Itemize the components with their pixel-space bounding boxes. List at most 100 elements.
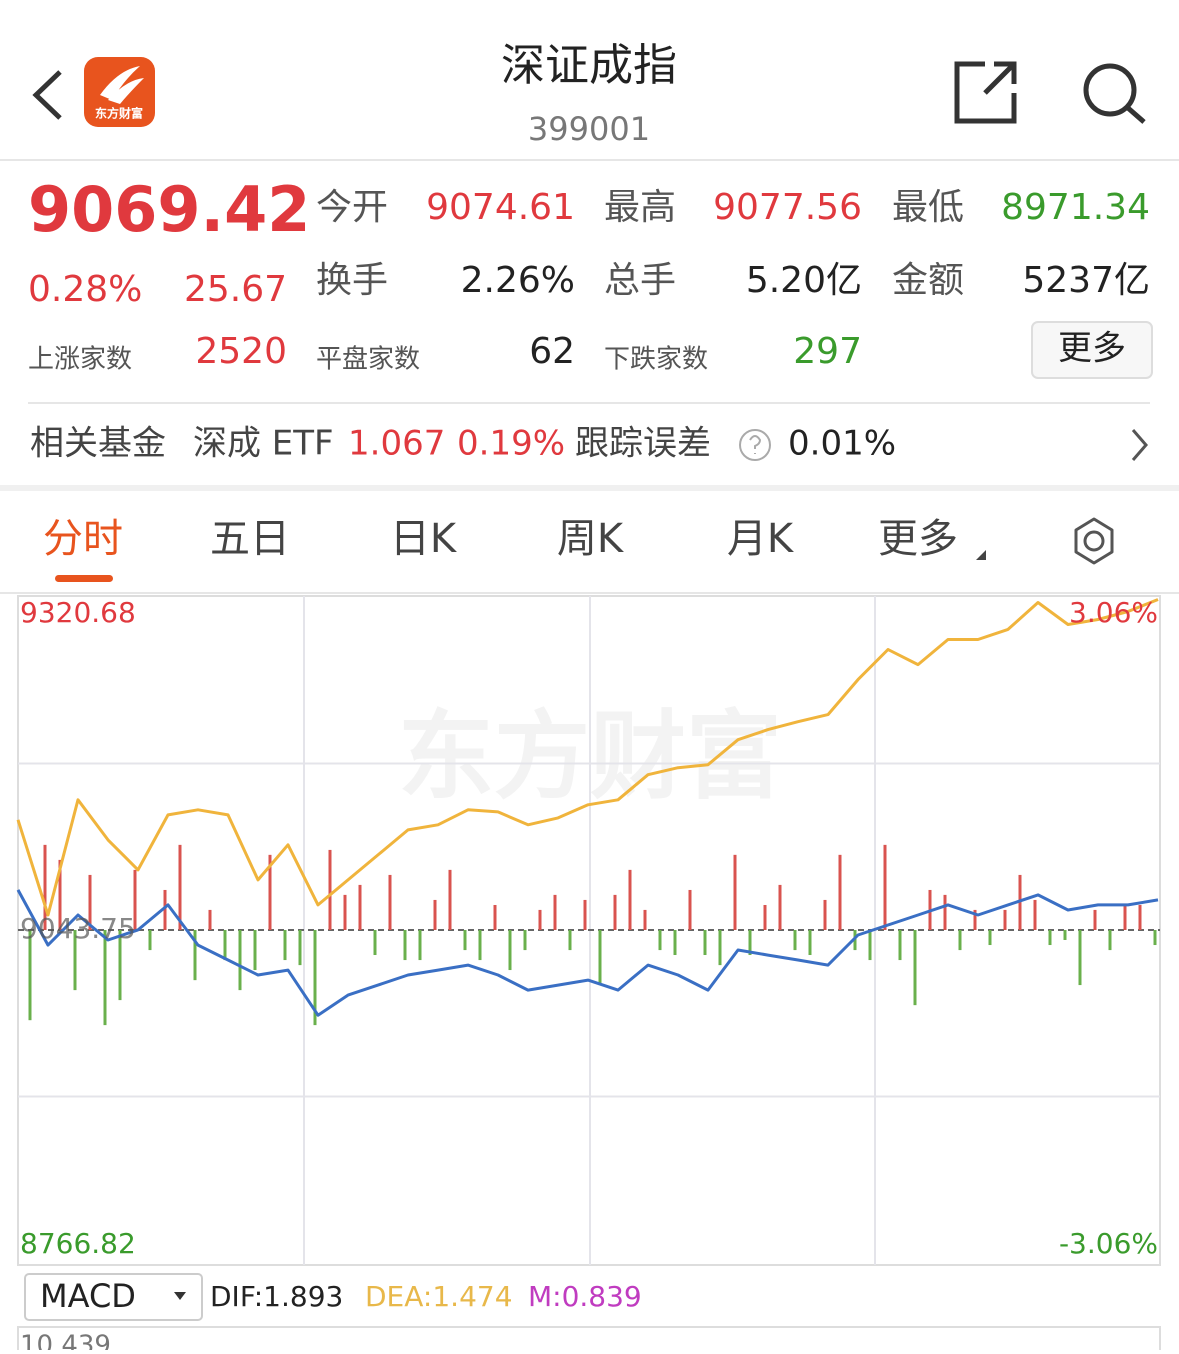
volume-bar xyxy=(58,859,62,930)
volume-bar xyxy=(763,904,767,930)
fund-label: 相关基金 xyxy=(30,424,166,464)
price: 9069.42 xyxy=(28,173,310,246)
error-label: 跟踪误差 xyxy=(575,424,711,464)
stat-label: 金额 xyxy=(892,260,964,301)
tab[interactable]: 分时 xyxy=(43,516,123,562)
volume-bar xyxy=(943,894,947,930)
volume-bar xyxy=(583,899,587,930)
volume-bar xyxy=(268,854,272,930)
volume-bar xyxy=(28,930,32,1021)
volume-bar xyxy=(433,899,437,930)
intraday-chart: 9320.68 9043.75 8766.82 3.06% -3.06% xyxy=(16,596,1160,1260)
volume-bar xyxy=(673,930,677,956)
section-gap xyxy=(0,485,1179,491)
volume-bar xyxy=(163,889,167,930)
breadth-value: 62 xyxy=(529,331,575,372)
code: 399001 xyxy=(528,110,650,148)
volume-bar xyxy=(313,930,317,1026)
tab[interactable]: 周K xyxy=(557,516,625,562)
volume-bar xyxy=(838,854,842,930)
more-button[interactable] xyxy=(1031,321,1153,379)
breadth-value: 297 xyxy=(793,331,862,372)
fund-name: 深成 ETF xyxy=(193,424,334,464)
indicator-name[interactable]: MACD xyxy=(40,1277,136,1315)
volume-bar xyxy=(1048,930,1052,946)
stat-value: 8971.34 xyxy=(1001,187,1150,228)
tab[interactable]: 日K xyxy=(390,516,458,562)
stat-label: 最高 xyxy=(604,187,676,228)
volume-bar xyxy=(328,849,332,930)
volume-bar xyxy=(343,894,347,930)
logo-text: 东方财富 xyxy=(95,106,143,121)
volume-bar xyxy=(88,874,92,930)
volume-bar xyxy=(793,930,797,951)
tab-dropdown xyxy=(976,550,986,560)
stat-label: 换手 xyxy=(316,260,388,301)
volume-bar xyxy=(1063,930,1067,940)
volume-bar xyxy=(193,930,197,981)
volume-bar xyxy=(508,930,512,971)
volume-bar xyxy=(1033,899,1037,930)
y-tick-label: 9320.68 xyxy=(20,596,136,629)
change: 25.67 xyxy=(184,269,287,310)
tab[interactable]: 五日 xyxy=(210,516,290,562)
volume-bar xyxy=(598,930,602,986)
volume-bar xyxy=(43,844,47,930)
chevron[interactable] xyxy=(1131,429,1148,461)
error-value: 0.01% xyxy=(788,424,896,464)
y-tick-label: 9043.75 xyxy=(20,912,136,945)
volume-bar xyxy=(988,930,992,946)
volume-bar xyxy=(913,930,917,1006)
tab[interactable]: 更多 xyxy=(878,516,958,562)
y2-tick-label: 3.06% xyxy=(1069,596,1158,629)
volume-bar xyxy=(718,930,722,966)
settings-button[interactable] xyxy=(1074,517,1114,565)
stat-value: 9074.61 xyxy=(426,187,575,228)
fund-row[interactable]: 相关基金 深成 ETF 1.067 0.19% 跟踪误差 0.01% xyxy=(30,424,896,464)
indicator-select[interactable] xyxy=(24,1273,203,1321)
volume-bar xyxy=(388,874,392,930)
volume-bar xyxy=(823,899,827,930)
more-button-label[interactable]: 更多 xyxy=(1058,329,1126,369)
volume-bar xyxy=(553,894,557,930)
volume-bar xyxy=(748,930,752,956)
search-button[interactable] xyxy=(1083,63,1146,124)
volume-bar xyxy=(493,904,497,930)
volume-bar xyxy=(898,930,902,961)
share-button[interactable] xyxy=(954,61,1017,124)
volume-bar xyxy=(208,909,212,930)
m: M:0.839 xyxy=(528,1280,642,1313)
volume-bar xyxy=(643,909,647,930)
volume-bar xyxy=(523,930,527,951)
price-line xyxy=(16,598,1159,917)
help-glyph xyxy=(749,435,762,454)
volume-bar xyxy=(103,930,107,1026)
volume-bar xyxy=(973,909,977,930)
stat-label: 最低 xyxy=(892,187,964,228)
volume-bar xyxy=(373,930,377,956)
volume-bar xyxy=(283,930,287,961)
stat-label: 今开 xyxy=(316,187,388,228)
help-icon[interactable] xyxy=(739,429,771,461)
volume-bar xyxy=(403,930,407,961)
select-arrow xyxy=(174,1292,186,1300)
volume-bar xyxy=(298,930,302,966)
volume-bar xyxy=(448,869,452,930)
tab[interactable]: 月K xyxy=(727,516,795,562)
volume-bar xyxy=(778,884,782,930)
volume-bar xyxy=(478,930,482,961)
title: 深证成指 xyxy=(501,40,677,91)
volume-bar xyxy=(253,930,257,971)
dif: DIF:1.893 xyxy=(210,1280,343,1313)
volume-bar xyxy=(73,930,77,991)
back-button[interactable] xyxy=(32,70,62,120)
volume-bar xyxy=(1108,930,1112,951)
volume-bar xyxy=(358,884,362,930)
change-pct: 0.28% xyxy=(28,269,142,310)
volume-bar xyxy=(883,844,887,930)
volume-bar xyxy=(733,854,737,930)
breadth-value: 2520 xyxy=(195,331,287,372)
y-tick-label: 8766.82 xyxy=(20,1227,136,1260)
volume-bar xyxy=(118,930,122,1001)
